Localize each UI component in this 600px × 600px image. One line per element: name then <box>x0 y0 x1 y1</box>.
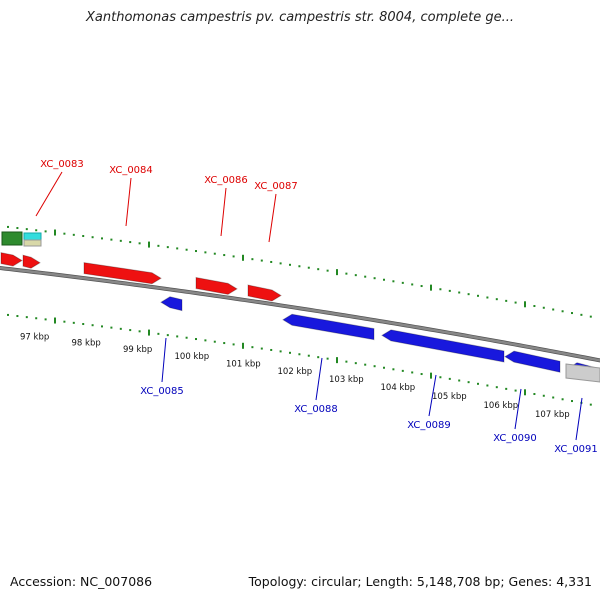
gene-label-xc-0090: XC_0090 <box>493 433 537 444</box>
gene-label-xc-0086-leader <box>220 187 227 237</box>
gene-arrow-xc-0084 <box>83 262 162 285</box>
feature-box-tan <box>23 239 42 247</box>
tick-label-3: 100 kbp <box>175 352 210 362</box>
tick-label-7: 104 kbp <box>381 383 416 393</box>
gene-label-xc-0086: XC_0086 <box>204 175 248 186</box>
genome-stats: Topology: circular; Length: 5,148,708 bp… <box>248 574 592 589</box>
gene-label-xc-0087: XC_0087 <box>254 181 298 192</box>
accession-label: Accession: NC_007086 <box>10 574 153 589</box>
tick-label-8: 105 kbp <box>432 392 467 402</box>
gene-arrow-xc-0082 <box>0 252 23 267</box>
map-title: Xanthomonas campestris pv. campestris st… <box>86 10 514 25</box>
gene-label-xc-0084-leader <box>125 177 132 227</box>
gene-label-xc-0085: XC_0085 <box>140 386 184 397</box>
tick-label-0: 97 kbp <box>20 332 49 342</box>
gene-label-xc-0085-leader <box>161 337 167 383</box>
gene-label-xc-0084: XC_0084 <box>109 165 153 176</box>
tick-label-10: 107 kbp <box>535 410 570 420</box>
gene-arrow-xc-0083 <box>22 254 41 269</box>
tick-marks <box>7 225 592 406</box>
gene-arrow-xc-0087 <box>247 284 282 302</box>
backbone <box>0 266 600 362</box>
tick-label-5: 102 kbp <box>278 367 313 377</box>
tick-label-6: 103 kbp <box>329 375 364 385</box>
gene-label-xc-0083-leader <box>35 171 63 217</box>
gene-arrow-xc-0085 <box>160 296 183 312</box>
gene-label-xc-0089: XC_0089 <box>407 420 451 431</box>
gene-label-xc-0091: XC_0091 <box>554 444 598 455</box>
feature-box-grey <box>565 363 600 383</box>
gene-arrow-xc-0086 <box>195 276 238 295</box>
tick-label-9: 106 kbp <box>484 401 519 411</box>
gene-arrow-xc-0090 <box>504 350 561 373</box>
gene-label-xc-0083: XC_0083 <box>40 159 84 170</box>
feature-box-green <box>1 231 23 246</box>
gene-arrow-xc-0088 <box>282 313 375 341</box>
tick-label-4: 101 kbp <box>226 359 261 369</box>
gene-label-xc-0090-leader <box>514 388 522 430</box>
gene-label-xc-0087-leader <box>268 193 277 243</box>
feature-box-cyan <box>23 232 42 241</box>
tick-label-1: 98 kbp <box>72 339 101 349</box>
gene-label-xc-0091-leader <box>575 397 583 441</box>
gene-arrow-xc-0089 <box>381 329 505 363</box>
gene-label-xc-0088-leader <box>315 357 323 401</box>
tick-label-2: 99 kbp <box>123 345 152 355</box>
gene-label-xc-0089-leader <box>428 374 437 417</box>
gene-label-xc-0088: XC_0088 <box>294 404 338 415</box>
